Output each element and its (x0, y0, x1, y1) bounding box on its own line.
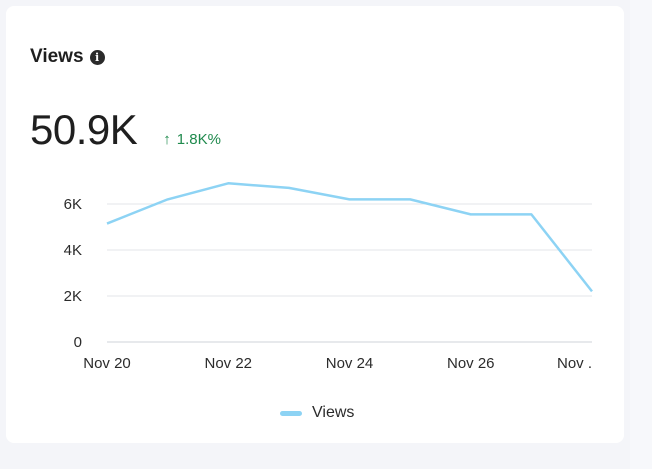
metric-row: 50.9K ↑ 1.8K% (30, 106, 221, 154)
page-edge (630, 0, 652, 469)
x-tick-label: Nov 26 (447, 355, 495, 372)
x-tick-label: Nov 24 (326, 355, 374, 372)
legend-label: Views (312, 404, 355, 421)
x-tick-label: Nov 20 (83, 355, 131, 372)
y-tick-label: 6K (64, 196, 82, 213)
card-title: Views (30, 46, 84, 67)
views-card: Views i 50.9K ↑ 1.8K% 0 2K 4K 6K Nov 20 Nov 2… (6, 6, 624, 443)
y-tick-label: 2K (64, 288, 82, 305)
y-tick-label: 4K (64, 242, 82, 259)
x-tick-label: Nov . (557, 355, 592, 372)
metric-value: 50.9K (30, 106, 138, 153)
info-icon[interactable]: i (89, 49, 105, 65)
metric-change: ↑ 1.8K% (163, 131, 221, 148)
series-line-views[interactable] (106, 182, 593, 293)
y-tick-label: 0 (74, 334, 82, 351)
chart-legend[interactable]: Views (280, 404, 354, 422)
legend-swatch (280, 410, 302, 416)
metric-change-value: 1.8K% (176, 131, 221, 148)
card-header: Views i (30, 46, 105, 68)
views-line-chart[interactable]: 0 2K 4K 6K Nov 20 Nov 22 Nov 24 Nov 26 Nov . (6, 6, 624, 443)
arrow-up-icon: ↑ (163, 131, 171, 148)
x-tick-label: Nov 22 (204, 355, 252, 372)
